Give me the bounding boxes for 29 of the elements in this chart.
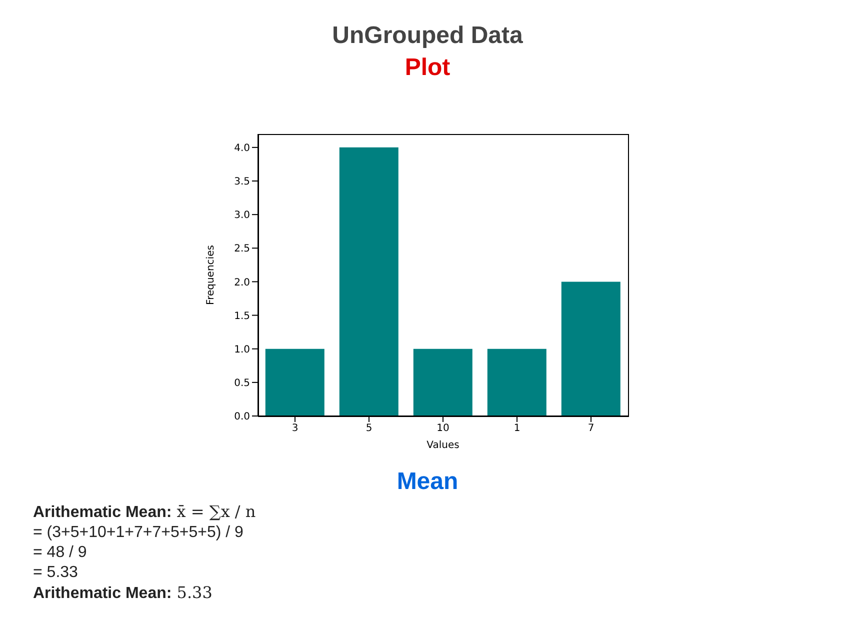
y-tick-label: 2.0: [234, 277, 250, 288]
y-tick-label: 2.5: [234, 244, 250, 255]
text: = 48 / 9: [33, 544, 87, 561]
y-tick-label: 0.0: [234, 412, 250, 423]
bar: [413, 348, 472, 416]
y-tick-label: 3.0: [234, 210, 250, 222]
x-tick-label: 7: [588, 423, 594, 434]
x-tick-label: 1: [514, 423, 520, 434]
bar: [339, 147, 398, 416]
y-tick-label: 3.5: [234, 176, 250, 188]
y-tick-label: 1.0: [234, 344, 250, 356]
y-tick-label: 1.5: [234, 310, 250, 322]
chart-subtitle: Plot: [404, 54, 452, 82]
text: = 5.33: [33, 564, 78, 581]
text: Arithematic Mean: x̄ = ∑x / n: [33, 502, 256, 521]
y-tick-label: 4.0: [234, 142, 250, 154]
bar: [487, 348, 546, 416]
x-tick-label: 10: [436, 423, 450, 434]
bar: [265, 348, 324, 416]
x-tick-label: 3: [292, 423, 298, 434]
y-axis-title: Frequencies: [206, 245, 217, 305]
x-axis-title: Values: [426, 440, 460, 451]
text: = (3+5+10+1+7+7+5+5+5) / 9: [33, 524, 244, 541]
chart-title: UnGrouped Data: [331, 22, 524, 50]
y-tick-label: 0.5: [234, 378, 250, 389]
text: Mean: [396, 468, 460, 496]
bar: [561, 282, 620, 416]
x-tick-label: 5: [366, 423, 372, 434]
text: Arithematic Mean: 5.33: [33, 583, 212, 602]
